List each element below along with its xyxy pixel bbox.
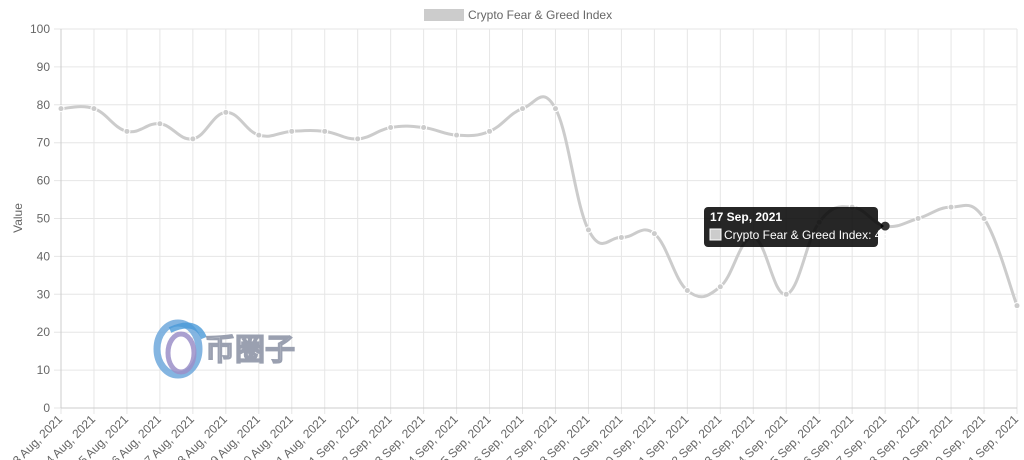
y-tick-label: 50 xyxy=(37,212,51,226)
y-axis-title: Value xyxy=(11,203,25,233)
data-point[interactable] xyxy=(716,283,724,291)
y-tick-label: 90 xyxy=(37,60,51,74)
y-tick-label: 70 xyxy=(37,136,51,150)
data-point[interactable] xyxy=(189,135,197,143)
tooltip-swatch xyxy=(709,228,722,241)
data-point[interactable] xyxy=(584,226,592,234)
y-tick-label: 30 xyxy=(37,287,51,301)
bi-quan-zi-logo-icon xyxy=(153,319,207,379)
y-tick-label: 20 xyxy=(37,325,51,339)
y-tick-label: 100 xyxy=(30,22,50,36)
data-point[interactable] xyxy=(947,203,955,211)
tooltip-caret xyxy=(878,221,884,231)
data-point[interactable] xyxy=(90,105,98,113)
y-tick-label: 10 xyxy=(37,363,51,377)
y-tick-label: 40 xyxy=(37,249,51,263)
data-point[interactable] xyxy=(1013,302,1021,310)
tooltip: 17 Sep, 2021 Crypto Fear & Greed Index: … xyxy=(704,207,888,247)
legend-swatch xyxy=(424,9,464,21)
data-point[interactable] xyxy=(420,124,428,132)
data-point[interactable] xyxy=(650,230,658,238)
data-point[interactable] xyxy=(980,215,988,222)
tooltip-body: Crypto Fear & Greed Index: 48 xyxy=(724,228,888,242)
series-line-fear-greed xyxy=(60,95,1019,307)
watermark-text: 币圈子 xyxy=(205,333,295,368)
data-point[interactable] xyxy=(519,105,527,113)
data-point[interactable] xyxy=(387,124,395,132)
data-point[interactable] xyxy=(255,131,263,139)
data-point[interactable] xyxy=(453,131,461,139)
y-tick-label: 60 xyxy=(37,174,51,188)
y-tick-label: 0 xyxy=(43,401,50,415)
series-points xyxy=(57,105,1021,310)
tooltip-title: 17 Sep, 2021 xyxy=(710,210,782,224)
data-point[interactable] xyxy=(354,135,362,143)
y-tick-label: 80 xyxy=(37,98,51,112)
data-point[interactable] xyxy=(288,127,296,135)
legend-label: Crypto Fear & Greed Index xyxy=(468,8,612,22)
tooltip-box xyxy=(704,207,878,247)
data-point[interactable] xyxy=(782,290,790,298)
data-point[interactable] xyxy=(914,215,922,222)
data-point[interactable] xyxy=(123,127,131,135)
data-point[interactable] xyxy=(57,105,65,113)
legend[interactable]: Crypto Fear & Greed Index xyxy=(424,8,612,22)
series-layer xyxy=(60,95,1019,307)
data-point[interactable] xyxy=(321,127,329,135)
data-point[interactable] xyxy=(683,287,691,295)
data-point[interactable] xyxy=(486,127,494,135)
data-point[interactable] xyxy=(617,233,625,241)
data-point[interactable] xyxy=(551,105,559,113)
data-point[interactable] xyxy=(156,120,164,128)
data-point[interactable] xyxy=(222,108,230,116)
watermark: 币圈子 xyxy=(153,319,296,379)
